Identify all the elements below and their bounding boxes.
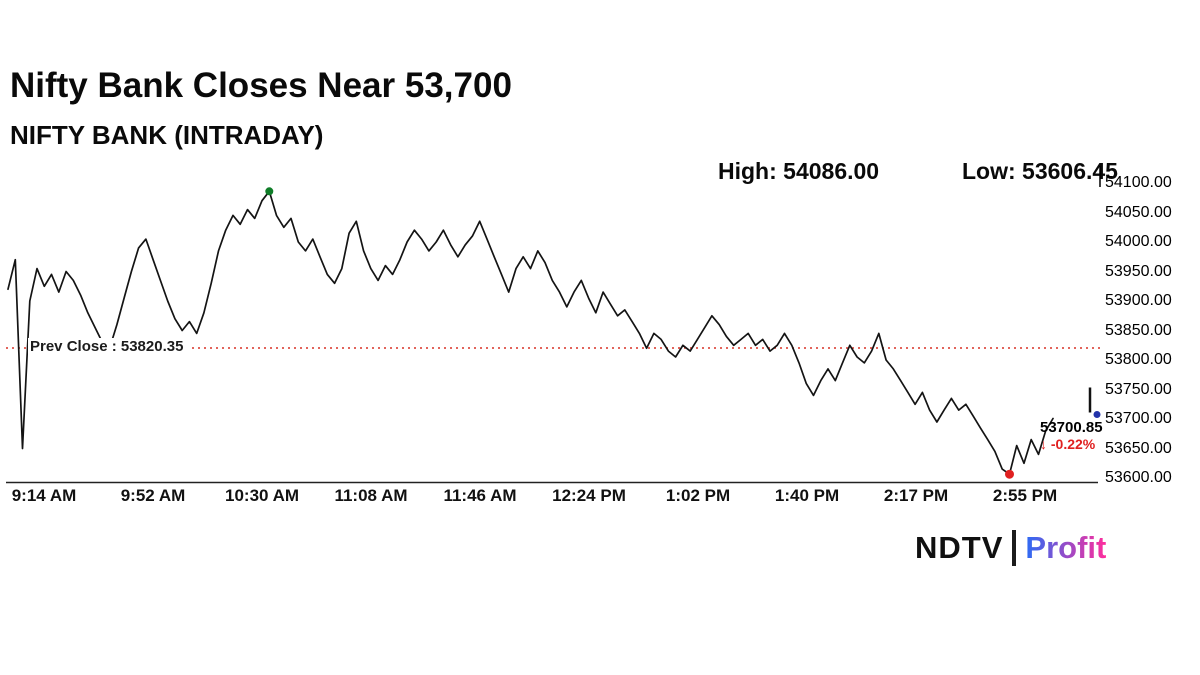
ndtv-logo-text: NDTV [915, 530, 1004, 565]
prev-close-label: Prev Close : 53820.35 [28, 337, 190, 355]
profit-logo-text: Profit [1025, 530, 1107, 565]
y-axis-label: 53750.00 [1105, 381, 1172, 398]
low-value-label: Low: 53606.45 [962, 158, 1118, 184]
high-marker-dot [265, 187, 274, 196]
y-axis-label: 53650.00 [1105, 440, 1172, 457]
brand-logo: NDTV Profit [915, 530, 1106, 566]
y-axis-label: 53700.00 [1105, 410, 1172, 427]
y-axis-label: 53900.00 [1105, 292, 1172, 309]
x-axis-label: 2:55 PM [992, 486, 1058, 505]
y-axis-label: 53800.00 [1105, 351, 1172, 368]
x-axis-label: 9:52 AM [120, 486, 186, 505]
change-percent: ↓ -0.22% [1040, 436, 1096, 453]
brand-separator [1012, 530, 1017, 566]
x-axis-label: 2:17 PM [883, 486, 949, 505]
low-marker-dot [1005, 469, 1014, 479]
last-price-value: 53700.85 [1040, 419, 1103, 436]
y-axis-label: 53600.00 [1105, 469, 1172, 486]
y-axis-label: 54000.00 [1105, 233, 1172, 250]
x-axis-label: 11:08 AM [334, 486, 408, 505]
x-axis-label: 12:24 PM [552, 486, 626, 505]
x-axis-label: 9:14 AM [11, 486, 77, 505]
price-series-line [7, 190, 1054, 476]
last-price-dot [1093, 411, 1101, 418]
y-axis-label: 53950.00 [1105, 263, 1172, 280]
chart-subtitle: NIFTY BANK (INTRADAY) [10, 120, 324, 150]
y-axis-label: 54050.00 [1105, 204, 1172, 221]
high-value-label: High: 54086.00 [718, 158, 880, 184]
page-title: Nifty Bank Closes Near 53,700 [10, 66, 512, 105]
x-axis-label: 11:46 AM [443, 486, 517, 505]
x-axis-label: 1:40 PM [774, 486, 840, 505]
x-axis-label: 10:30 AM [224, 486, 300, 505]
last-price-annotation: 53700.85 ↓ -0.22% [1040, 419, 1103, 452]
y-axis-label: 53850.00 [1105, 322, 1172, 339]
x-axis-label: 1:02 PM [665, 486, 731, 505]
y-axis-label: 54100.00 [1105, 174, 1172, 191]
